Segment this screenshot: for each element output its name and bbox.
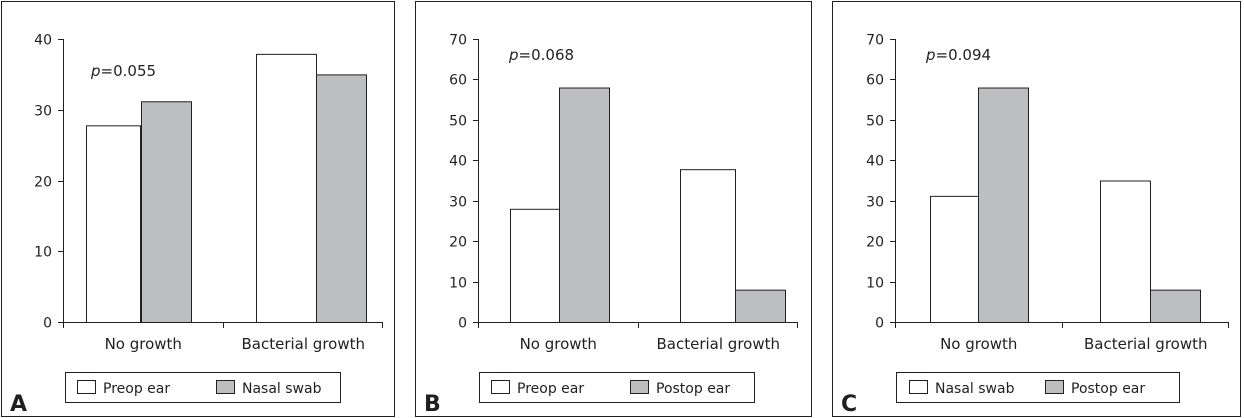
y-tick-label: 20 xyxy=(866,235,884,251)
bar-preop-ear-0 xyxy=(86,125,141,323)
x-category-label: No growth xyxy=(105,335,182,353)
panel-frame xyxy=(415,1,812,417)
panel-frame xyxy=(1,1,395,417)
legend: Nasal swab Postop ear xyxy=(896,372,1180,403)
legend-entry-label: Nasal swab xyxy=(935,381,1015,397)
chart-panel-c: 0 10 20 30 40 50 60 70 No growth Bacterial growth… xyxy=(832,1,1241,417)
bar-nasal-swab-1 xyxy=(1100,180,1151,323)
p-symbol: p xyxy=(90,62,101,80)
p-value: =0.068 xyxy=(519,46,575,64)
legend-entry-label: Nasal swab xyxy=(242,381,322,397)
y-tick-label: 60 xyxy=(866,73,884,89)
legend: Preop ear Nasal swab xyxy=(65,372,341,403)
panel-label: B xyxy=(424,392,441,417)
legend-swatch xyxy=(1045,380,1064,394)
y-tick-label: 60 xyxy=(449,73,467,89)
y-tick-label: 20 xyxy=(449,235,467,251)
bar-postop-ear-0 xyxy=(978,87,1029,323)
y-tick-label: 30 xyxy=(34,104,52,120)
legend-box xyxy=(896,372,1180,403)
legend-swatch xyxy=(491,380,510,394)
p-value: =0.094 xyxy=(936,46,992,64)
y-tick-label: 10 xyxy=(34,245,52,261)
y-tick-label: 10 xyxy=(866,276,884,292)
bar-nasal-swab-1 xyxy=(316,74,367,323)
bar-preop-ear-0 xyxy=(510,208,560,323)
bar-postop-ear-1 xyxy=(1150,289,1201,323)
y-tick-label: 10 xyxy=(449,276,467,292)
legend-entry-label: Postop ear xyxy=(656,381,730,397)
bar-postop-ear-1 xyxy=(735,289,786,323)
panel-label: C xyxy=(841,392,857,417)
x-category-label: Bacterial growth xyxy=(1084,335,1208,353)
bar-preop-ear-1 xyxy=(680,169,736,323)
x-category-label: No growth xyxy=(940,335,1017,353)
p-value: =0.055 xyxy=(101,62,157,80)
y-tick-label: 40 xyxy=(34,33,52,49)
bar-preop-ear-1 xyxy=(256,53,317,323)
legend-swatch xyxy=(216,380,235,394)
y-tick-label: 40 xyxy=(449,154,467,170)
chart-panel-a: 0 10 20 30 40 No growth Bacterial growth p=0.05… xyxy=(1,1,395,417)
y-tick-label: 30 xyxy=(449,195,467,211)
legend: Preop ear Postop ear xyxy=(479,372,755,403)
x-category-label: No growth xyxy=(520,335,597,353)
y-tick-label: 70 xyxy=(449,33,467,49)
y-tick-label: 40 xyxy=(866,154,884,170)
legend-box xyxy=(65,372,341,403)
bar-nasal-swab-0 xyxy=(141,101,192,324)
y-tick-label: 20 xyxy=(34,175,52,191)
x-category-label: Bacterial growth xyxy=(657,335,781,353)
p-value-annotation: p=0.068 xyxy=(508,46,574,64)
chart-panel-b: 0 10 20 30 40 50 60 70 No growth Bacterial growth… xyxy=(415,1,812,417)
y-tick-label: 30 xyxy=(866,195,884,211)
y-tick-label: 0 xyxy=(875,316,884,332)
y-tick-label: 50 xyxy=(866,114,884,130)
legend-entry-label: Preop ear xyxy=(517,381,584,397)
p-value-annotation: p=0.094 xyxy=(925,46,991,64)
x-category-label: Bacterial growth xyxy=(242,335,366,353)
legend-swatch xyxy=(77,380,96,394)
legend-swatch xyxy=(630,380,649,394)
p-value-annotation: p=0.055 xyxy=(90,62,156,80)
legend-box xyxy=(479,372,755,403)
panel-frame xyxy=(832,1,1241,417)
y-tick-label: 70 xyxy=(866,33,884,49)
legend-entry-label: Postop ear xyxy=(1071,381,1145,397)
y-tick-label: 0 xyxy=(458,316,467,332)
p-symbol: p xyxy=(508,46,519,64)
legend-swatch xyxy=(909,380,928,394)
bar-postop-ear-0 xyxy=(559,87,610,323)
p-symbol: p xyxy=(925,46,936,64)
legend-entry-label: Preop ear xyxy=(103,381,170,397)
bar-nasal-swab-0 xyxy=(930,195,979,323)
panel-label: A xyxy=(10,392,27,417)
y-tick-label: 0 xyxy=(43,316,52,332)
y-tick-label: 50 xyxy=(449,114,467,130)
